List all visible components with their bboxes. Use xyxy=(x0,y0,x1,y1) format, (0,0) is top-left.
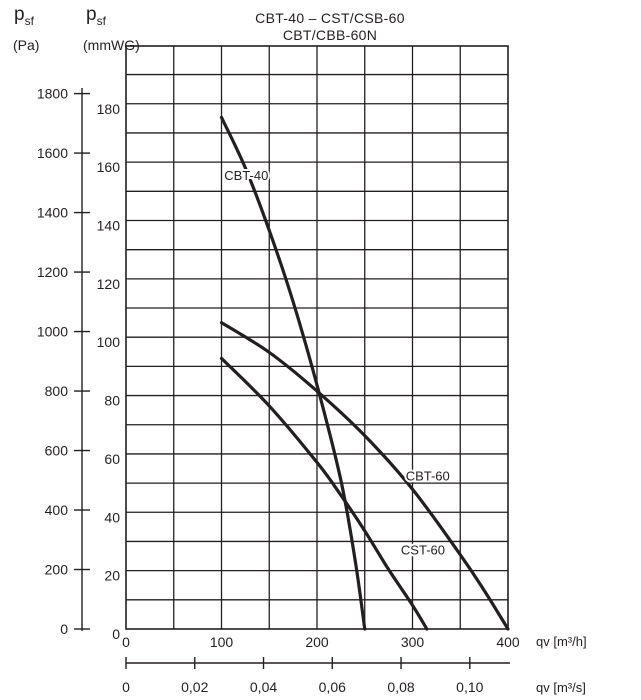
pa-tick-label: 1200 xyxy=(37,264,68,280)
chart-axes: 0200400600800100012001400160018000204060… xyxy=(37,86,587,695)
pa-tick-label: 800 xyxy=(45,383,69,399)
x-tick-label: 400 xyxy=(496,634,520,650)
x-tick-label: 100 xyxy=(210,634,234,650)
pa-tick-label: 200 xyxy=(45,562,69,578)
left-axis-unit: (Pa) xyxy=(13,37,40,53)
mmwg-tick-label: 40 xyxy=(104,509,120,525)
pa-tick-label: 600 xyxy=(45,443,69,459)
right-axis-symbol-sub: sf xyxy=(96,13,106,28)
pa-tick-label: 400 xyxy=(45,502,69,518)
chart-grid xyxy=(125,45,509,630)
x2-tick-label: 0,02 xyxy=(181,679,208,695)
x2-tick-label: 0,04 xyxy=(250,679,277,695)
mmwg-tick-label: 60 xyxy=(104,451,120,467)
pa-tick-label: 0 xyxy=(60,621,68,637)
chart-labels: CBT-40 CBT-60 CST-60 xyxy=(222,166,452,560)
mmwg-tick-label: 160 xyxy=(97,159,121,175)
mmwg-tick-label: 20 xyxy=(104,568,120,584)
pa-tick-label: 1600 xyxy=(37,145,68,161)
left-axis-symbol-letter: p xyxy=(14,4,25,25)
mmwg-tick-label: 100 xyxy=(97,334,121,350)
x2-tick-label: 0,06 xyxy=(319,679,346,695)
x-tick-label: 0 xyxy=(122,634,130,650)
curve-cbt-40 xyxy=(219,115,367,631)
pa-tick-label: 1000 xyxy=(37,324,68,340)
x2-axis-label: qv [m³/s] xyxy=(536,680,586,695)
mmwg-tick-label: 80 xyxy=(104,393,120,409)
series-label-cst-60: CST-60 xyxy=(401,543,445,558)
pa-tick-label: 1800 xyxy=(37,86,68,102)
right-axis-symbol-letter: p xyxy=(86,4,97,25)
series-label-cbt-60: CBT-60 xyxy=(406,468,450,483)
x-axis-label: qv [m³/h] xyxy=(536,634,587,649)
pa-tick-label: 1400 xyxy=(37,205,68,221)
mmwg-tick-label: 0 xyxy=(112,626,120,642)
x2-tick-label: 0 xyxy=(122,679,130,695)
x-tick-label: 200 xyxy=(305,634,329,650)
series-label-cbt-40: CBT-40 xyxy=(224,168,268,183)
curve-cst-60 xyxy=(219,356,429,631)
x-tick-label: 300 xyxy=(401,634,425,650)
mmwg-tick-label: 180 xyxy=(97,101,121,117)
left-axis-symbol-sub: sf xyxy=(24,13,34,28)
right-axis-symbol: psf xyxy=(86,4,106,28)
chart-curves xyxy=(219,115,510,631)
x2-tick-label: 0,10 xyxy=(456,679,483,695)
x2-tick-label: 0,08 xyxy=(387,679,414,695)
left-axis-symbol: psf xyxy=(14,4,34,28)
curve-cbt-60 xyxy=(219,321,510,631)
chart-title-line1: CBT-40 – CST/CSB-60 xyxy=(255,10,405,26)
mmwg-tick-label: 140 xyxy=(97,217,121,233)
chart-title-line2: CBT/CBB-60N xyxy=(282,27,378,43)
mmwg-tick-label: 120 xyxy=(97,276,121,292)
